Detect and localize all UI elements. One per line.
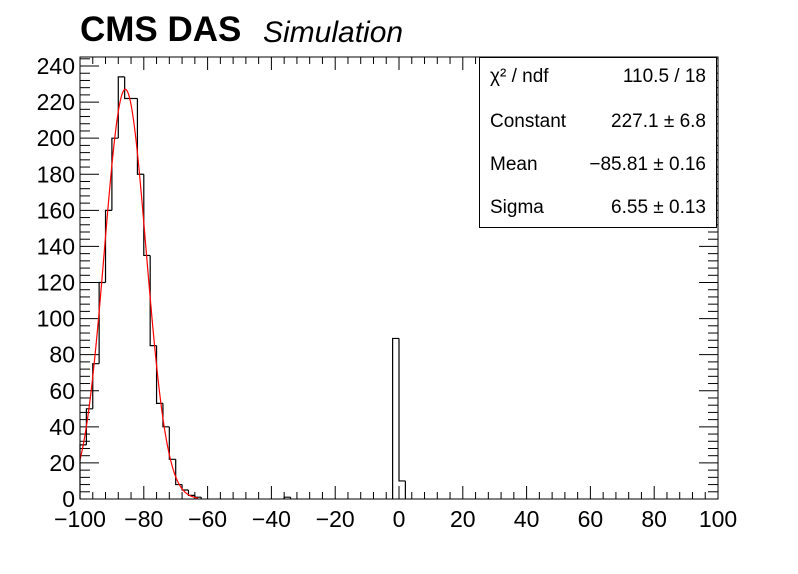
stats-name: χ² / ndf: [490, 66, 549, 87]
histogram-bin: [136, 98, 144, 175]
y-tick-label: 160: [37, 197, 75, 223]
stats-box: χ² / ndf 110.5 / 18 Constant 227.1 ± 6.8…: [479, 57, 717, 228]
y-tick-label: 140: [37, 233, 75, 259]
x-tick-label: −40: [252, 506, 291, 532]
stats-name: Sigma: [490, 197, 544, 218]
histogram-bin: [85, 408, 93, 445]
y-tick-label: 0: [62, 486, 75, 512]
gaussian-fit: [79, 88, 199, 499]
histogram-bin: [104, 209, 112, 283]
stats-row-sigma: Sigma 6.55 ± 0.13: [490, 197, 706, 223]
stats-value: 110.5 / 18: [622, 66, 706, 87]
histogram-bin: [392, 337, 399, 499]
x-tick-label: 80: [641, 506, 667, 532]
x-tick-label: 60: [578, 506, 604, 532]
x-tick-label: 40: [514, 506, 540, 532]
axis-labels: −100 −80 −60 −40 −20 0 20 40 60 80 100 0 20 40 60 80 100…: [37, 53, 738, 532]
plot-frame: [79, 56, 719, 500]
y-tick-label: 40: [49, 414, 75, 440]
histogram-bin: [111, 137, 119, 211]
histogram-bin: [117, 76, 125, 139]
stats-name: Mean: [490, 154, 538, 175]
stats-value: −85.81 ± 0.16: [589, 154, 706, 175]
histogram-bin: [168, 426, 176, 460]
plot-title: CMS DAS: [80, 10, 242, 49]
histogram-bin: [187, 489, 195, 496]
y-tick-label: 240: [37, 53, 75, 79]
x-tick-label: −60: [188, 506, 227, 532]
stats-value: 227.1 ± 6.8: [611, 111, 706, 132]
y-tick-label: 100: [37, 306, 75, 332]
histogram-bin: [162, 403, 170, 428]
y-tick-label: 120: [37, 270, 75, 296]
stats-name: Constant: [490, 111, 567, 132]
histogram-bars: [79, 76, 406, 499]
histogram-bin: [175, 459, 183, 486]
y-tick-label: 220: [37, 89, 75, 115]
stats-row-chi2: χ² / ndf 110.5 / 18: [490, 66, 706, 92]
y-tick-label: 20: [49, 450, 75, 476]
histogram-bin: [283, 496, 291, 499]
x-tick-label: −100: [54, 506, 106, 532]
y-tick-label: 60: [49, 378, 75, 404]
y-tick-label: 80: [49, 342, 75, 368]
histogram-bin: [92, 363, 100, 409]
histogram-bin: [124, 76, 132, 100]
x-tick-label: −80: [124, 506, 163, 532]
x-tick-label: −20: [316, 506, 355, 532]
fit-curve: [79, 88, 199, 499]
y-tick-label: 180: [37, 161, 75, 187]
histogram-bin: [98, 281, 106, 364]
x-tick-label: 0: [393, 506, 406, 532]
stats-row-constant: Constant 227.1 ± 6.8: [490, 111, 706, 137]
plot-subtitle: Simulation: [263, 16, 404, 49]
stats-row-mean: Mean −85.81 ± 0.16: [490, 154, 706, 180]
histogram-bin: [181, 484, 189, 491]
y-tick-label: 200: [37, 125, 75, 151]
histogram-bin: [143, 174, 151, 257]
histogram-bin: [398, 338, 406, 482]
stats-value: 6.55 ± 0.13: [611, 197, 706, 218]
x-tick-label: 100: [699, 506, 737, 532]
histogram-bin: [194, 495, 202, 498]
x-tick-label: 20: [450, 506, 476, 532]
